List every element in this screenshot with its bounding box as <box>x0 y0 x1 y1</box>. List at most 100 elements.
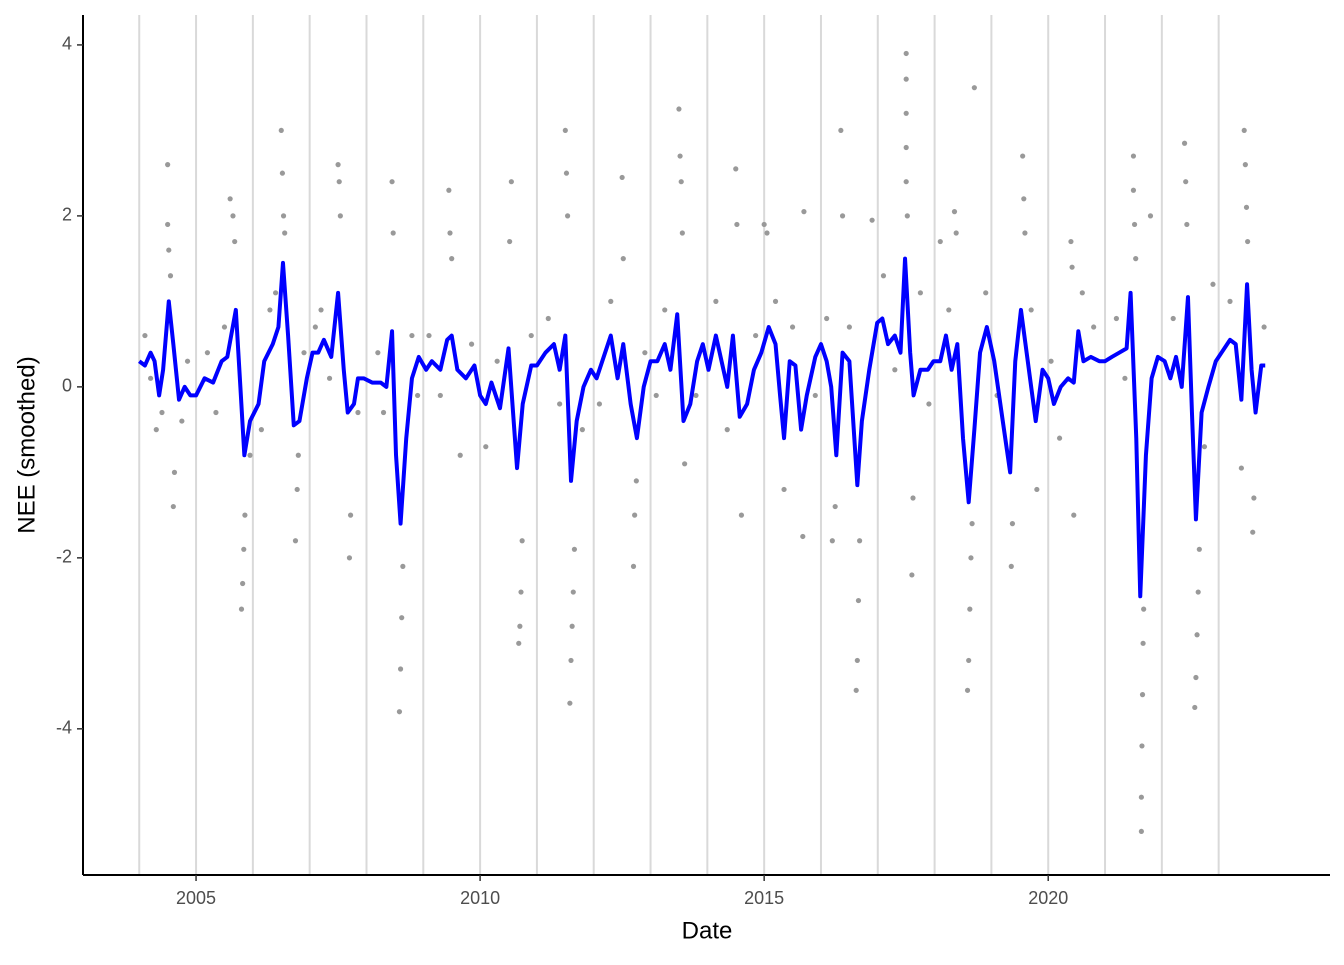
data-point <box>148 375 154 381</box>
data-point <box>564 213 571 219</box>
data-point <box>519 538 525 544</box>
data-point <box>518 589 524 595</box>
data-point <box>855 597 862 604</box>
data-point <box>567 700 573 706</box>
data-point <box>1210 281 1216 287</box>
data-point <box>1139 743 1145 749</box>
data-point <box>1194 632 1200 638</box>
data-point <box>227 196 233 202</box>
data-point <box>159 409 165 416</box>
data-point <box>326 375 333 381</box>
data-point <box>267 307 273 313</box>
data-point <box>713 298 719 304</box>
data-point <box>682 461 688 467</box>
data-point <box>579 427 585 433</box>
data-point <box>678 179 684 185</box>
data-point <box>166 247 172 253</box>
data-point <box>968 555 974 561</box>
data-point <box>1022 230 1028 236</box>
data-point <box>1131 221 1138 228</box>
data-point <box>857 538 863 544</box>
data-point <box>1079 290 1085 296</box>
data-point <box>1242 162 1248 168</box>
data-point <box>1020 153 1026 159</box>
data-point <box>839 213 846 219</box>
data-point <box>1195 589 1201 595</box>
data-point <box>1147 213 1154 219</box>
data-point <box>1201 444 1208 450</box>
data-point <box>570 589 576 595</box>
data-point <box>1138 828 1144 835</box>
data-point <box>733 166 739 172</box>
data-point <box>204 350 211 356</box>
data-point <box>507 238 513 245</box>
data-point <box>280 213 287 219</box>
data-point <box>1196 546 1202 552</box>
data-point <box>869 217 875 223</box>
smoothed-line <box>138 256 1266 599</box>
data-point <box>946 307 952 313</box>
data-point <box>630 563 637 569</box>
x-tick-label: 2010 <box>460 888 500 908</box>
data-point <box>1227 298 1233 304</box>
data-point <box>1243 204 1250 210</box>
data-point <box>910 495 916 501</box>
data-point <box>1133 256 1139 262</box>
data-point <box>1238 465 1244 471</box>
data-point <box>396 709 403 715</box>
data-point <box>903 179 909 185</box>
data-point <box>282 230 288 236</box>
data-point <box>632 512 638 518</box>
data-point <box>346 555 353 561</box>
data-point <box>642 350 648 356</box>
data-point <box>1193 674 1199 681</box>
data-point <box>165 221 171 228</box>
data-point <box>1071 512 1077 518</box>
data-point <box>953 230 959 236</box>
data-point <box>1140 640 1146 646</box>
data-point <box>1008 563 1014 569</box>
data-point <box>1141 606 1147 612</box>
data-point <box>221 324 228 330</box>
data-point <box>1138 794 1144 800</box>
data-point <box>318 307 324 313</box>
data-point <box>184 358 191 364</box>
data-point <box>292 538 299 544</box>
data-point <box>800 533 806 540</box>
data-point <box>596 401 603 407</box>
data-point <box>409 332 415 339</box>
data-point <box>1170 315 1176 322</box>
data-point <box>142 332 148 339</box>
data-point <box>781 486 787 493</box>
data-point <box>679 230 685 236</box>
data-point <box>619 174 625 181</box>
data-point <box>312 324 318 330</box>
data-point <box>171 469 178 475</box>
data-point <box>230 213 236 219</box>
data-point <box>1056 435 1063 441</box>
data-point <box>389 179 395 185</box>
y-tick-label: -2 <box>56 547 72 567</box>
data-point <box>761 221 767 228</box>
data-point <box>676 106 682 112</box>
data-point <box>904 213 910 219</box>
y-tick-label: 0 <box>62 376 72 396</box>
data-point <box>336 179 342 185</box>
data-point <box>213 409 219 416</box>
data-point <box>170 503 176 510</box>
data-point <box>153 427 159 433</box>
data-point <box>677 153 683 159</box>
data-point <box>1091 324 1097 330</box>
data-point <box>662 307 668 313</box>
data-point <box>380 409 387 416</box>
data-point <box>1130 153 1137 159</box>
x-axis-title: Date <box>682 917 733 944</box>
data-point <box>545 315 551 322</box>
data-point <box>1250 529 1256 535</box>
data-point <box>853 687 859 693</box>
data-point <box>824 315 830 322</box>
data-point <box>446 187 452 193</box>
data-point <box>241 546 247 552</box>
data-point <box>569 623 575 629</box>
data-point <box>494 358 500 364</box>
